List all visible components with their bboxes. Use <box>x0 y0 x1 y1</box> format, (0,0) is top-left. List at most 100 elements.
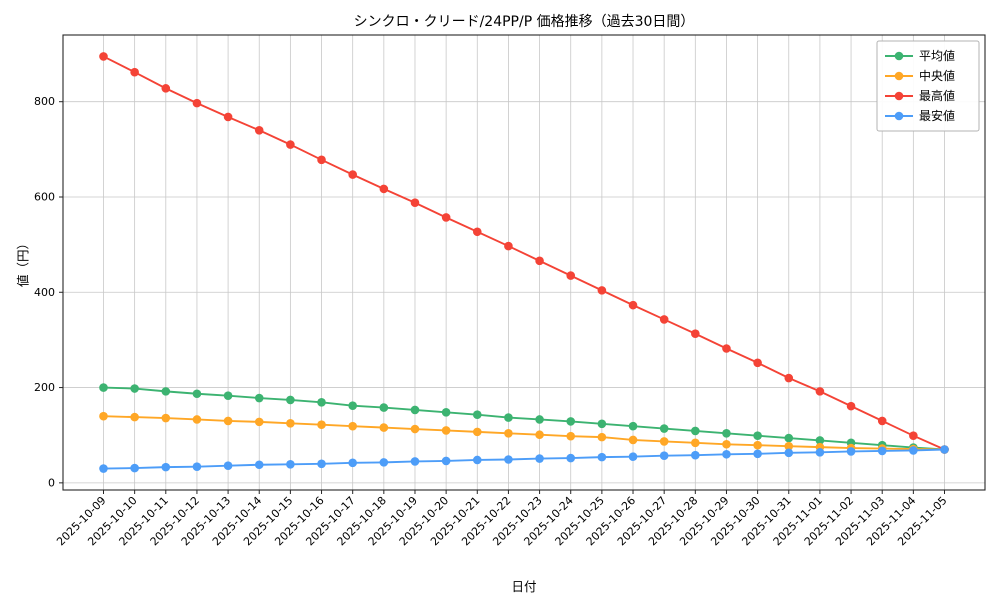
data-point-marker <box>130 463 139 473</box>
data-point-marker <box>877 416 887 426</box>
data-point-marker <box>940 445 949 454</box>
data-point-marker <box>691 426 700 436</box>
data-point-marker <box>286 140 295 149</box>
data-point-marker <box>566 453 576 463</box>
plot-border <box>62 34 986 491</box>
data-point-marker <box>317 459 326 469</box>
data-point-marker <box>286 459 295 469</box>
data-point-marker <box>130 384 139 393</box>
y-tick-label: 800 <box>34 95 55 108</box>
data-point-marker <box>223 416 233 426</box>
data-point-marker <box>254 125 264 135</box>
data-point-marker <box>628 421 638 431</box>
data-point-marker <box>286 418 295 428</box>
data-point-marker <box>815 436 825 445</box>
data-point-marker <box>410 424 420 434</box>
y-tick-label: 0 <box>48 476 55 489</box>
data-point-marker <box>223 461 233 471</box>
data-point-marker <box>410 198 420 208</box>
legend-item-中央値: 中央値 <box>885 68 955 83</box>
data-point-marker <box>535 430 544 440</box>
data-point-marker <box>659 451 669 460</box>
data-point-marker <box>597 432 607 442</box>
legend-item-平均値: 平均値 <box>885 48 955 63</box>
data-point-marker <box>348 458 357 468</box>
data-point-marker <box>628 435 638 445</box>
data-point-marker <box>161 387 171 396</box>
data-point-marker <box>192 98 202 108</box>
data-point-marker <box>909 446 918 455</box>
axis-ticks <box>59 101 946 494</box>
data-point-marker <box>753 431 762 440</box>
data-point-marker <box>317 420 326 430</box>
data-point-marker <box>815 448 825 457</box>
series-中央値 <box>99 411 949 454</box>
data-point-marker <box>348 170 357 179</box>
grid-lines <box>63 35 985 490</box>
data-point-marker <box>254 417 264 427</box>
series-最安値 <box>99 445 949 473</box>
legend-marker <box>894 111 904 121</box>
data-point-marker <box>504 413 513 422</box>
data-point-marker <box>504 455 513 464</box>
data-point-marker <box>566 271 576 280</box>
data-point-marker <box>441 213 451 222</box>
data-point-marker <box>254 460 264 470</box>
data-point-marker <box>691 450 700 460</box>
y-tick-label: 200 <box>34 381 55 394</box>
data-point-marker <box>254 393 264 403</box>
data-point-marker <box>223 391 233 400</box>
data-point-marker <box>286 395 295 405</box>
data-point-marker <box>99 464 108 473</box>
data-point-marker <box>909 431 918 440</box>
data-point-marker <box>784 441 794 451</box>
data-point-marker <box>784 373 794 383</box>
data-point-marker <box>130 67 139 77</box>
data-point-marker <box>441 456 451 466</box>
data-point-marker <box>99 411 108 421</box>
data-point-marker <box>722 449 731 459</box>
data-point-marker <box>597 452 607 462</box>
data-point-marker <box>379 403 389 412</box>
data-point-marker <box>410 405 420 415</box>
data-point-marker <box>535 415 544 424</box>
data-point-marker <box>379 458 389 467</box>
legend-label: 平均値 <box>919 48 955 63</box>
y-tick-label: 600 <box>34 190 55 203</box>
legend-marker <box>894 51 904 61</box>
data-point-marker <box>753 440 762 450</box>
data-point-marker <box>130 412 139 422</box>
data-point-marker <box>691 329 700 339</box>
data-point-marker <box>99 52 108 61</box>
data-point-marker <box>472 455 482 465</box>
data-point-marker <box>379 423 389 432</box>
data-point-marker <box>659 437 669 446</box>
data-point-marker <box>846 447 856 456</box>
data-point-marker <box>815 387 825 396</box>
data-point-marker <box>99 383 108 392</box>
data-point-marker <box>722 429 731 438</box>
legend-box <box>876 40 980 132</box>
legend-label: 最安値 <box>919 108 955 123</box>
chart-title: シンクロ・クリード/24PP/P 価格推移（過去30日間） <box>353 14 695 30</box>
legend-item-最高値: 最高値 <box>885 88 955 103</box>
x-axis-label: 日付 <box>511 579 537 594</box>
data-point-marker <box>722 439 731 449</box>
data-point-marker <box>753 358 762 368</box>
data-point-marker <box>846 401 856 411</box>
data-point-marker <box>317 398 326 407</box>
data-point-marker <box>504 241 513 251</box>
data-point-marker <box>597 419 607 429</box>
data-point-marker <box>161 84 171 93</box>
legend-marker <box>894 71 904 81</box>
axis-tick-labels: 02004006008002025-10-092025-10-102025-10… <box>34 95 950 548</box>
data-point-marker <box>472 227 482 237</box>
data-point-marker <box>317 155 326 165</box>
data-point-marker <box>722 344 731 353</box>
data-point-marker <box>659 424 669 433</box>
data-point-marker <box>379 184 389 194</box>
y-tick-label: 400 <box>34 286 55 299</box>
data-point-marker <box>161 462 171 472</box>
